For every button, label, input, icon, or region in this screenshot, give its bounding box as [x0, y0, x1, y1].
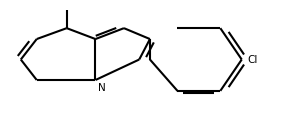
Text: Cl: Cl [248, 55, 258, 65]
Text: N: N [98, 83, 106, 93]
